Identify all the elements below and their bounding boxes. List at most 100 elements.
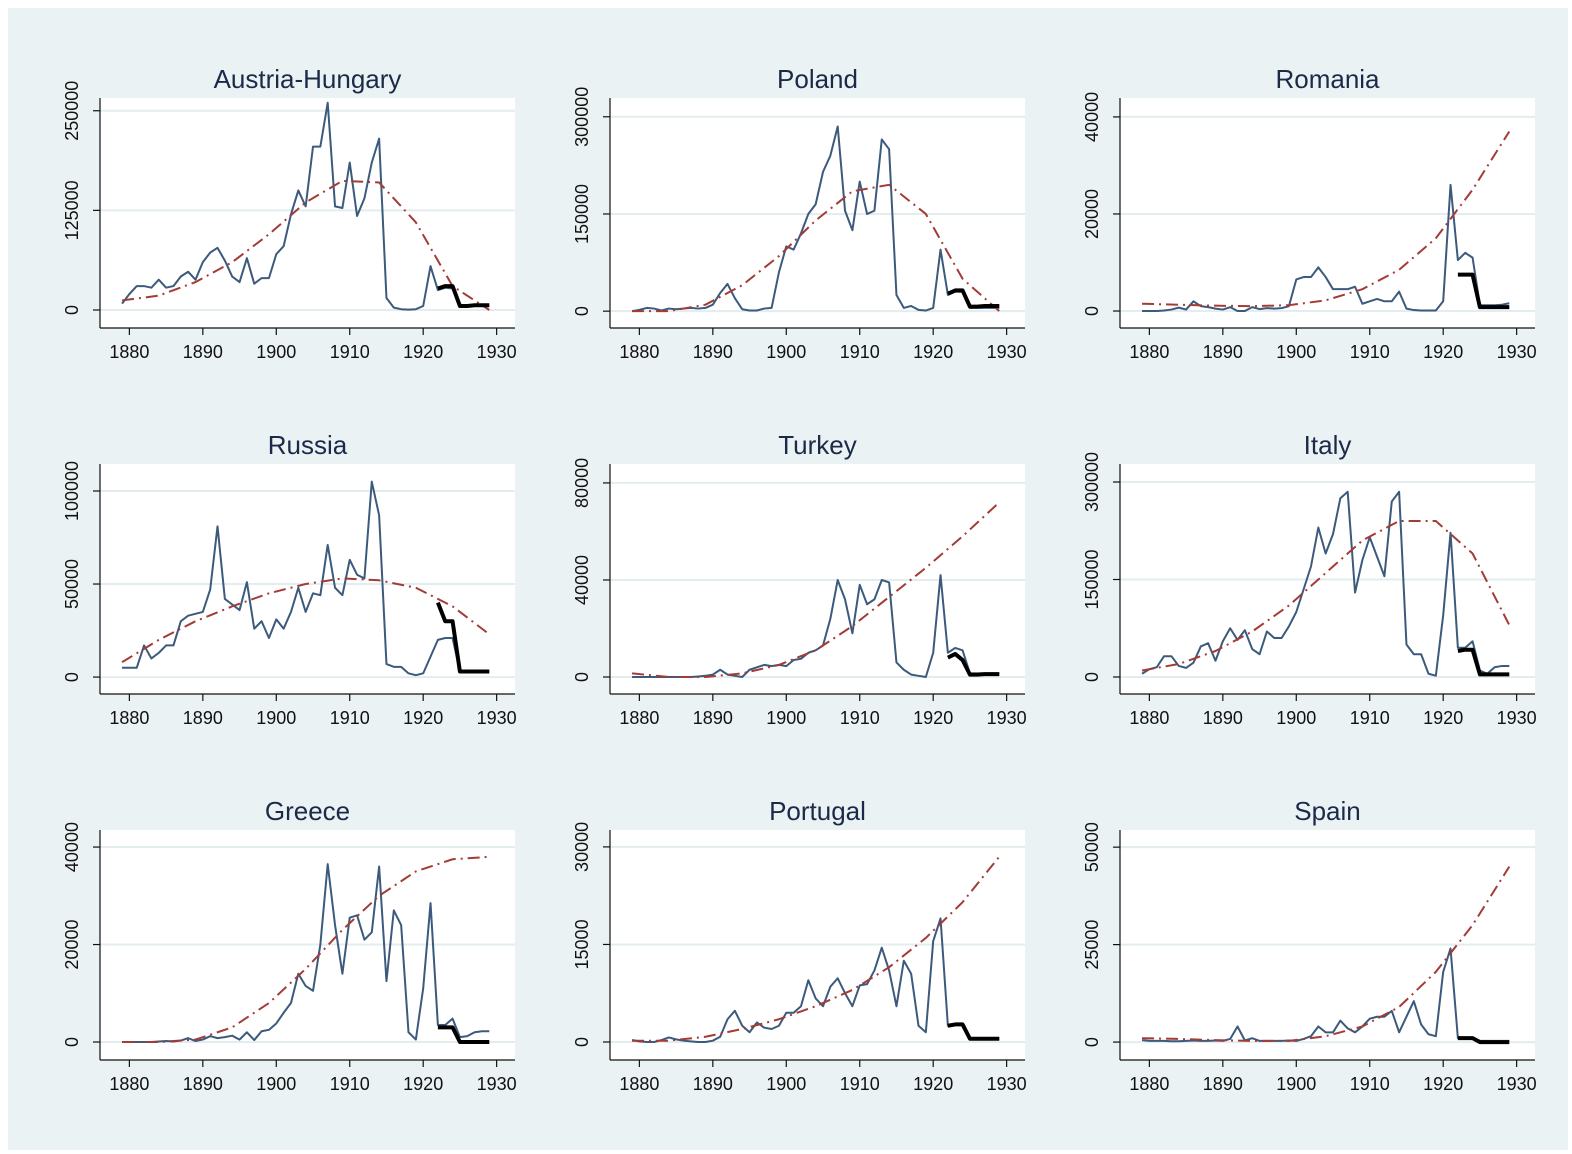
x-tick-label: 1880 [109,342,149,362]
series-line [1142,183,1510,313]
chart-title: Poland [777,64,858,94]
series-line [1141,947,1510,1043]
series-line [1457,1036,1510,1045]
x-tick-label: 1910 [840,1074,880,1094]
x-tick-label: 1930 [477,708,517,728]
x-tick-label: 1910 [840,342,880,362]
series-line [437,284,490,308]
y-tick-label: 0 [572,306,592,316]
x-tick-label: 1900 [256,1074,296,1094]
x-tick-label: 1890 [183,342,223,362]
x-tick-label: 1890 [1203,1074,1243,1094]
x-tick-label: 1900 [256,708,296,728]
y-tick-label: 300000 [572,87,592,147]
x-tick-label: 1930 [1497,708,1537,728]
series-line [436,601,490,674]
chart-title: Turkey [778,430,857,460]
series-line [1457,647,1510,677]
y-tick-label: 0 [62,1037,82,1047]
x-tick-label: 1880 [619,342,659,362]
x-tick-label: 1930 [1497,1074,1537,1094]
y-tick-label: 20000 [1082,189,1102,239]
y-tick-label: 150000 [1082,549,1102,609]
series-line [632,574,1000,679]
y-tick-label: 150000 [572,184,592,244]
x-tick-label: 1930 [1497,342,1537,362]
plot-area [100,98,515,328]
x-tick-label: 1920 [403,1074,443,1094]
x-tick-label: 1910 [1350,342,1390,362]
x-tick-label: 1880 [109,1074,149,1094]
x-tick-label: 1920 [403,708,443,728]
x-tick-label: 1910 [1350,708,1390,728]
y-tick-label: 40000 [1082,92,1102,142]
series-line [122,480,490,677]
y-tick-label: 0 [572,1037,592,1047]
y-tick-label: 250000 [62,81,82,141]
x-tick-label: 1900 [766,342,806,362]
x-tick-label: 1900 [1276,708,1316,728]
y-tick-label: 40000 [62,822,82,872]
chart-title: Austria-Hungary [214,64,402,94]
x-tick-label: 1880 [1129,342,1169,362]
x-tick-label: 1880 [619,1074,659,1094]
y-tick-label: 0 [62,305,82,315]
x-tick-label: 1930 [987,708,1027,728]
chart-title: Italy [1304,430,1352,460]
x-tick-label: 1930 [477,342,517,362]
chart-title: Spain [1294,796,1361,826]
x-tick-label: 1880 [109,708,149,728]
x-tick-label: 1930 [987,342,1027,362]
y-tick-label: 50000 [1082,822,1102,872]
x-tick-label: 1900 [1276,342,1316,362]
y-tick-label: 50000 [62,559,82,609]
series-line [121,101,490,311]
series-line [122,863,490,1044]
y-tick-label: 0 [1082,306,1102,316]
x-tick-label: 1920 [403,342,443,362]
y-tick-label: 300000 [1082,452,1102,512]
chart-title: Greece [265,796,350,826]
x-tick-label: 1920 [913,708,953,728]
x-tick-label: 1890 [183,1074,223,1094]
y-tick-label: 125000 [62,180,82,240]
x-tick-label: 1920 [913,342,953,362]
x-tick-label: 1890 [693,708,733,728]
y-tick-label: 25000 [1082,920,1102,970]
chart-title: Romania [1275,64,1380,94]
x-tick-label: 1890 [693,1074,733,1094]
x-tick-label: 1930 [477,1074,517,1094]
series-line [632,183,1000,313]
y-tick-label: 30000 [572,822,592,872]
series-line [947,288,1000,309]
chart-title: Russia [268,430,348,460]
x-tick-label: 1930 [987,1074,1027,1094]
x-tick-label: 1920 [913,1074,953,1094]
x-tick-label: 1920 [1423,708,1463,728]
x-tick-label: 1910 [840,708,880,728]
series-line [1141,490,1510,677]
y-tick-label: 15000 [572,919,592,969]
series-line [631,917,1000,1043]
series-line [121,179,490,311]
x-tick-label: 1880 [1129,1074,1169,1094]
chart-title: Portugal [769,796,866,826]
series-line [947,1022,1000,1041]
x-tick-label: 1910 [1350,1074,1390,1094]
x-tick-label: 1890 [693,342,733,362]
x-tick-label: 1900 [766,708,806,728]
x-tick-label: 1880 [619,708,659,728]
y-tick-label: 80000 [572,458,592,508]
y-tick-label: 100000 [62,461,82,521]
x-tick-label: 1910 [330,708,370,728]
y-tick-label: 40000 [572,555,592,605]
x-tick-label: 1880 [1129,708,1169,728]
y-tick-label: 0 [572,672,592,682]
x-tick-label: 1910 [330,1074,370,1094]
series-line [1457,272,1510,310]
x-tick-label: 1890 [1203,342,1243,362]
x-tick-label: 1900 [1276,1074,1316,1094]
series-line [631,125,1000,313]
x-tick-label: 1920 [1423,1074,1463,1094]
